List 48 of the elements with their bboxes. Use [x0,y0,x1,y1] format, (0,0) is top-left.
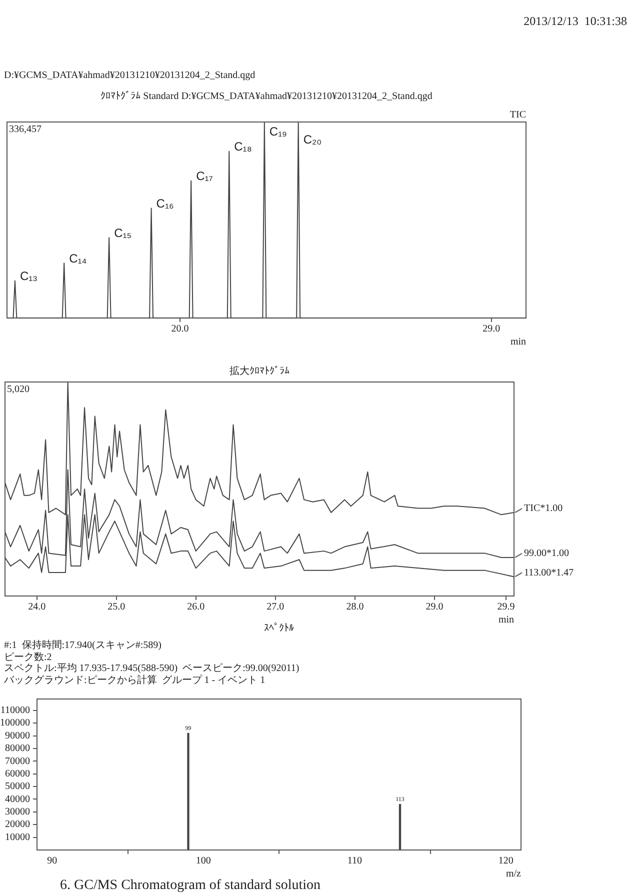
x-axis-title: m/z [506,868,522,880]
x-tick-label: 20.0 [171,324,189,335]
annotation: 5,020 [7,384,30,395]
annotation: C₁₃ [20,269,38,284]
x-tick-label: 29.9 [497,602,515,613]
y-tick-label: 30000 [5,806,30,818]
y-tick-label: 90000 [5,730,30,742]
x-tick-label: 120 [498,856,514,867]
annotation: C₁₆ [156,196,174,211]
annotation: C₁₄ [69,251,87,266]
annotation: C₁₉ [269,124,288,138]
annotation: C₂₀ [303,132,322,146]
text: D:¥GCMS_DATA¥ahmad¥20131210¥20131204_2_Stand.qgd [4,70,256,81]
x-tick-label: 90 [47,856,58,867]
annotation: 336,457 [9,124,42,135]
y-tick-label: 60000 [5,768,30,780]
chart-subtitle: #:1 保持時間:17.940(スキャン#:589) ピーク数:2 スペクトル:平均 17.935-17.945(588-590) ベースピーク:99.00(92011) バックグラウンド:ピークから計算 グループ 1 - イベント 1 [4,640,300,686]
y-tick-label: 80000 [5,743,30,754]
x-tick-label: 25.0 [108,602,126,613]
series-label: 99.00*1.00 [524,548,569,560]
x-tick-label: 100 [196,856,211,867]
y-tick-label: 40000 [5,794,30,805]
chart-title: 拡大ｸﾛﾏﾄｸﾞﾗﾑ [228,364,290,378]
text: 2013/12/13 10:31:38 [524,14,627,29]
y-tick-label: 70000 [5,756,30,767]
y-tick-label: 20000 [5,819,30,830]
y-tick-label: 10000 [5,832,30,843]
annotation: C₁₈ [234,140,252,154]
x-tick-label: 24.0 [28,602,46,613]
y-tick-label: 50000 [5,781,30,792]
x-tick-label: 29.0 [482,324,500,335]
x-tick-label: 27.0 [266,602,284,613]
text: TIC [510,110,526,121]
chart-title: ｽﾍﾟｸﾄﾙ [264,623,294,634]
y-tick-label: 100000 [0,718,30,729]
annotation: C₁₇ [196,169,213,184]
x-tick-label: 28.0 [346,602,364,613]
series-label: TIC*1.00 [524,503,563,514]
series-label: 113.00*1.47 [524,567,574,578]
text: 6. GC/MS Chromatogram of standard solution [60,878,321,894]
chart-title: ｸﾛﾏﾄｸﾞﾗﾑ Standard D:¥GCMS_DATA¥ahmad¥20131210¥20131204_2_Stand.qgd [100,90,434,102]
x-tick-label: 110 [347,856,362,867]
x-tick-label: 26.0 [187,602,205,613]
x-tick-label: 29.0 [426,602,444,613]
annotation: C₁₅ [114,226,132,240]
x-axis-title: min [498,614,514,626]
x-axis-title: min [510,336,526,348]
y-tick-label: 110000 [0,705,30,716]
